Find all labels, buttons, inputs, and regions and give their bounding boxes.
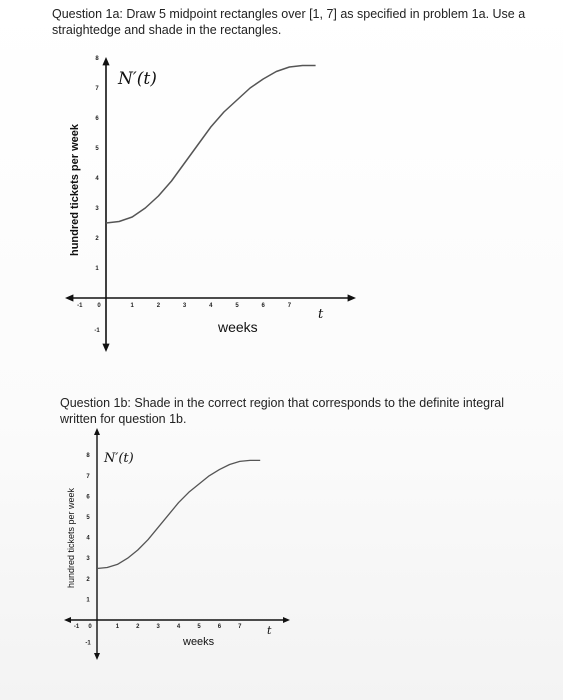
x-tick-label: 2	[136, 624, 140, 630]
series-line	[96, 459, 261, 570]
y-axis-label: hundred tickets per week	[66, 487, 76, 588]
x-tick-label: 1	[116, 624, 120, 630]
x-axis-label: weeks	[217, 319, 258, 335]
x-axis-arrow-left	[64, 617, 71, 623]
x-tick-label: 2	[157, 303, 161, 309]
x-tick-label: 7	[238, 624, 242, 630]
y-axis-arrow-up	[94, 428, 100, 435]
x-axis-variable-label: t	[267, 624, 272, 637]
y-tick-label: 3	[86, 556, 90, 562]
y-tick-label: 8	[86, 453, 90, 459]
x-tick-label: -1	[77, 303, 83, 309]
function-label: N′(t)	[103, 451, 134, 466]
x-axis-label: weeks	[182, 636, 215, 648]
function-label: N′(t)	[117, 69, 157, 89]
y-tick-label: 7	[86, 474, 90, 480]
x-tick-label: 7	[288, 303, 292, 309]
x-axis-variable-label: t	[318, 307, 324, 322]
y-tick-label: 2	[86, 577, 90, 583]
y-tick-label: 6	[95, 116, 99, 122]
x-tick-label: 6	[262, 303, 266, 309]
y-tick-label: -1	[94, 328, 100, 334]
x-tick-label: 4	[177, 624, 181, 630]
question-1a-text: Question 1a: Draw 5 midpoint rectangles …	[52, 7, 526, 37]
x-tick-label: 5	[197, 624, 201, 630]
x-axis-arrow-left	[65, 294, 74, 302]
y-tick-label: 3	[95, 206, 99, 212]
y-tick-label: 5	[95, 146, 99, 152]
y-axis-arrow-down	[94, 653, 100, 660]
y-tick-label: 6	[86, 494, 90, 500]
series-line	[105, 64, 316, 224]
y-axis-arrow-down	[102, 343, 110, 352]
x-tick-label: -1	[74, 624, 80, 630]
y-tick-label: -1	[85, 641, 91, 647]
x-tick-label: 3	[183, 303, 187, 309]
x-tick-label: 0	[88, 624, 92, 630]
y-tick-label: 7	[95, 86, 99, 92]
y-tick-label: 2	[95, 236, 99, 242]
question-1b-text: Question 1b: Shade in the correct region…	[60, 396, 505, 426]
x-tick-label: 6	[218, 624, 222, 630]
y-tick-label: 8	[95, 56, 99, 62]
y-axis-label: hundred tickets per week	[69, 123, 81, 256]
x-tick-label: 3	[157, 624, 161, 630]
y-tick-label: 1	[95, 266, 99, 272]
x-axis-arrow-right	[347, 294, 356, 302]
y-tick-label: 4	[95, 176, 99, 182]
x-tick-label: 4	[209, 303, 213, 309]
y-axis-arrow-up	[102, 57, 110, 66]
x-tick-label: 5	[235, 303, 239, 309]
x-tick-label: 0	[97, 303, 101, 309]
y-tick-label: 1	[86, 597, 90, 603]
y-tick-label: 4	[86, 536, 90, 542]
x-axis-arrow-right	[283, 617, 290, 623]
x-tick-label: 1	[131, 303, 135, 309]
y-tick-label: 5	[86, 515, 90, 521]
